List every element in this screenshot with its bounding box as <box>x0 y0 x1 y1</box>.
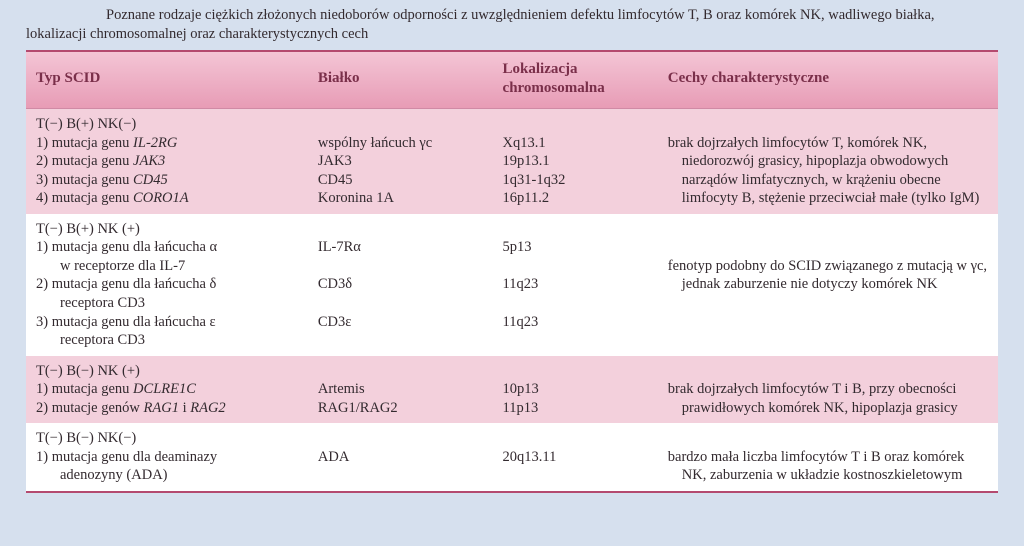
group-row: T(−) B(+) NK(−) 1) mutacja genu IL-2RG 2… <box>26 109 998 214</box>
features-cell: bardzo mała liczba limfocytów T i B oraz… <box>658 423 998 492</box>
col-features: Cechy charakterystyczne <box>658 51 998 109</box>
type-line-cont: receptora CD3 <box>36 331 298 350</box>
type-line: 1) mutacja genu dla deaminazy <box>36 448 298 467</box>
group-header: T(−) B(−) NK (+) <box>36 362 298 381</box>
type-line: 3) mutacja genu CD45 <box>36 171 298 190</box>
scid-table: Typ SCID Białko Lokalizacja chromosomaln… <box>26 50 998 493</box>
type-line: 2) mutacja genu JAK3 <box>36 152 298 171</box>
type-line-cont: receptora CD3 <box>36 294 298 313</box>
type-cell: T(−) B(+) NK (+) 1) mutacja genu dla łań… <box>26 214 308 356</box>
locus-cell: 10p13 11p13 <box>493 356 658 424</box>
type-line: 2) mutacja genu dla łańcucha δ <box>36 275 298 294</box>
type-line-cont: w receptorze dla IL-7 <box>36 257 298 276</box>
type-cell: T(−) B(−) NK (+) 1) mutacja genu DCLRE1C… <box>26 356 308 424</box>
locus-cell: 20q13.11 <box>493 423 658 492</box>
group-row: T(−) B(−) NK(−) 1) mutacja genu dla deam… <box>26 423 998 492</box>
group-header: T(−) B(+) NK (+) <box>36 220 298 239</box>
type-line: 4) mutacja genu CORO1A <box>36 189 298 208</box>
col-locus: Lokalizacja chromosomalna <box>493 51 658 109</box>
locus-cell: 5p13 11q23 11q23 <box>493 214 658 356</box>
features-cell: fenotyp podobny do SCID związanego z mut… <box>658 214 998 356</box>
table-caption: Poznane rodzaje ciężkich złożonych niedo… <box>26 6 998 44</box>
protein-cell: ADA <box>308 423 493 492</box>
group-row: T(−) B(+) NK (+) 1) mutacja genu dla łań… <box>26 214 998 356</box>
col-protein: Białko <box>308 51 493 109</box>
type-line: 3) mutacja genu dla łańcucha ε <box>36 313 298 332</box>
col-type: Typ SCID <box>26 51 308 109</box>
type-line-cont: adenozyny (ADA) <box>36 466 298 485</box>
type-line: 2) mutacje genów RAG1 i RAG2 <box>36 399 298 418</box>
protein-cell: Artemis RAG1/RAG2 <box>308 356 493 424</box>
features-cell: brak dojrzałych limfocytów T i B, przy o… <box>658 356 998 424</box>
group-header: T(−) B(−) NK(−) <box>36 429 298 448</box>
type-line: 1) mutacja genu IL-2RG <box>36 134 298 153</box>
type-line: 1) mutacja genu DCLRE1C <box>36 380 298 399</box>
group-row: T(−) B(−) NK (+) 1) mutacja genu DCLRE1C… <box>26 356 998 424</box>
features-cell: brak dojrzałych limfocytów T, komórek NK… <box>658 109 998 214</box>
type-cell: T(−) B(−) NK(−) 1) mutacja genu dla deam… <box>26 423 308 492</box>
locus-cell: Xq13.1 19p13.1 1q31-1q32 16p11.2 <box>493 109 658 214</box>
type-line: 1) mutacja genu dla łańcucha α <box>36 238 298 257</box>
table-header-row: Typ SCID Białko Lokalizacja chromosomaln… <box>26 51 998 109</box>
protein-cell: wspólny łańcuch γc JAK3 CD45 Koronina 1A <box>308 109 493 214</box>
page: Poznane rodzaje ciężkich złożonych niedo… <box>0 0 1024 546</box>
group-header: T(−) B(+) NK(−) <box>36 115 298 134</box>
type-cell: T(−) B(+) NK(−) 1) mutacja genu IL-2RG 2… <box>26 109 308 214</box>
protein-cell: IL-7Rα CD3δ CD3ε <box>308 214 493 356</box>
